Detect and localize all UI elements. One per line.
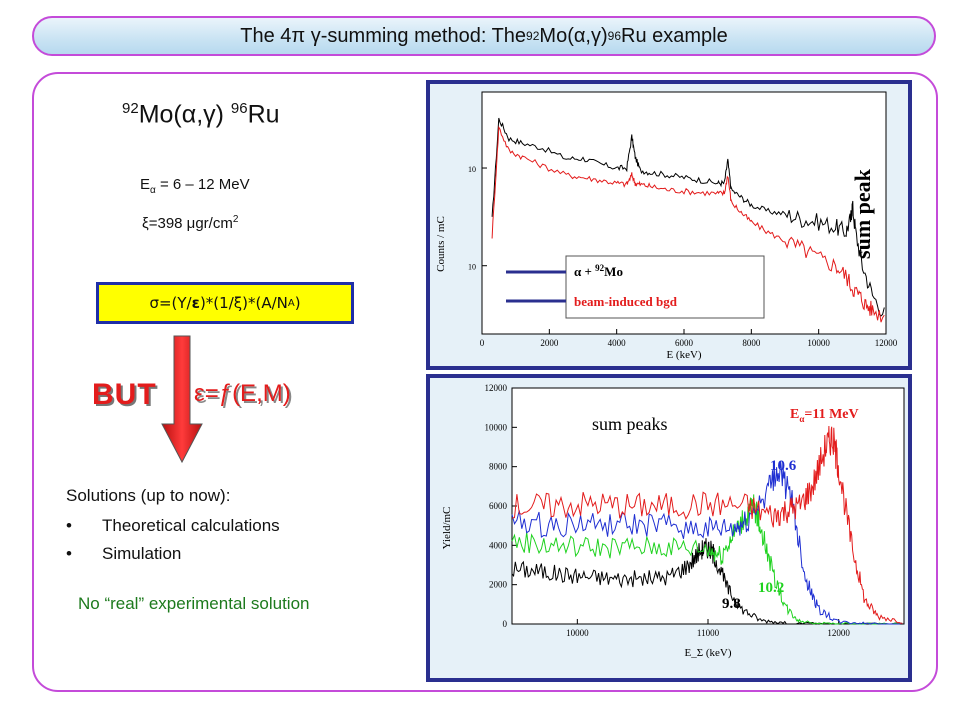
y-tick-label: 4000 <box>489 540 508 550</box>
title-sup2: 96 <box>607 29 621 43</box>
x-tick-label: 0 <box>480 338 485 348</box>
x-tick-label: 12000 <box>875 338 898 348</box>
formula-end: ) <box>294 294 301 312</box>
efficiency-function: ε=ƒ(E,M) <box>194 380 291 407</box>
x-tick-label: 2000 <box>540 338 559 348</box>
sum-peak-series-line <box>511 538 901 625</box>
target-thickness: ξ=398 μgr/cm2 <box>142 214 238 232</box>
reaction-end: Ru <box>247 100 280 129</box>
spectrum-chart: 10 10 0 2000 4000 6000 8000 10000 12000 Counts … <box>435 91 898 361</box>
y-axis-label: Counts / mC <box>435 216 447 272</box>
energy-sub: α <box>150 185 156 196</box>
x-tick-label: 8000 <box>742 338 761 348</box>
y-tick-label: 10 <box>468 263 476 272</box>
no-real-solution: No “real” experimental solution <box>78 594 310 613</box>
sum-peaks-chart: 0 2000 4000 6000 8000 10000 12000 10000 11000 12… <box>441 383 905 659</box>
formula-pre: σ=(Y/ <box>149 294 192 312</box>
energy-pre: E <box>140 176 151 193</box>
bullet: • <box>66 544 72 563</box>
sum-peak-series-line <box>511 425 903 624</box>
spectrum-series-line <box>491 117 885 317</box>
list-item: • Theoretical calculations <box>66 512 280 540</box>
x-tick-label: 10000 <box>566 628 589 638</box>
reaction-sup2: 96 <box>230 100 248 117</box>
sum-peaks-title: sum peaks <box>592 414 668 434</box>
title-end: Ru example <box>621 24 728 47</box>
y-tick-label: 0 <box>503 619 508 629</box>
legend-entry-2: beam-induced bgd <box>574 294 678 309</box>
x-tick-label: 10000 <box>807 338 830 348</box>
reaction-label: 92Mo(α,γ) 96Ru <box>122 100 280 129</box>
sum-peaks-panel: 0 2000 4000 6000 8000 10000 12000 10000 11000 12… <box>426 374 912 682</box>
thickness-sup: 2 <box>232 214 239 225</box>
spectrum-panel: 10 10 0 2000 4000 6000 8000 10000 12000 Counts … <box>426 80 912 370</box>
bullet: • <box>66 516 72 535</box>
x-tick-label: 11000 <box>697 628 720 638</box>
reaction-sup1: 92 <box>122 100 139 117</box>
solutions-list: • Theoretical calculations • Simulation <box>66 512 280 568</box>
sum-peak-annotation: sum peak <box>850 168 875 259</box>
y-tick-label: 2000 <box>489 580 508 590</box>
reaction-mid: Mo(α,γ) <box>138 100 231 129</box>
legend-entry-1: α + 92Mo <box>574 263 623 279</box>
x-tick-label: 12000 <box>827 628 850 638</box>
y-tick-label: 10000 <box>485 422 508 432</box>
title-main: The 4π γ-summing method: The <box>240 24 527 47</box>
cross-section-formula: σ=(Y/ε)*(1/ξ)*(A/N A) <box>96 282 354 324</box>
y-tick-label: 6000 <box>489 501 508 511</box>
title-sup1: 92 <box>526 29 540 43</box>
but-label: BUT <box>92 378 157 411</box>
formula-eps: ε <box>191 294 200 312</box>
label-10-6: 10.6 <box>770 458 797 474</box>
y-axis-label: Yield/mC <box>441 507 453 550</box>
down-arrow-icon <box>161 335 203 464</box>
solution-text: Theoretical calculations <box>102 516 280 535</box>
spectrum-series-line <box>491 125 885 323</box>
formula-mid: )*(1/ξ)*(A/N <box>199 294 288 312</box>
formula-sub: A <box>287 297 295 309</box>
sum-peak-series-line <box>511 494 902 625</box>
x-axis-label: E (keV) <box>666 349 701 361</box>
energy-range: Eα = 6 – 12 MeV <box>140 176 250 196</box>
x-tick-label: 4000 <box>608 338 627 348</box>
x-axis-label: E_Σ (keV) <box>684 647 731 659</box>
x-tick-label: 6000 <box>675 338 694 348</box>
label-10-2: 10.2 <box>758 580 784 596</box>
energy-label: Eα=11 MeV <box>790 407 859 424</box>
y-tick-label: 12000 <box>485 383 508 393</box>
label-9-8: 9.8 <box>722 596 741 612</box>
legend: α + 92Mo beam-induced bgd <box>506 255 765 319</box>
list-item: • Simulation <box>66 540 280 568</box>
energy-post: = 6 – 12 MeV <box>155 176 250 193</box>
slide-title: The 4π γ-summing method: The 92 Mo(α,γ) 96… <box>32 16 936 56</box>
solutions-heading: Solutions (up to now): <box>66 486 231 505</box>
thickness-pre: ξ=398 μgr/cm <box>142 215 233 232</box>
sum-peak-series-line <box>511 461 902 625</box>
solution-text: Simulation <box>102 544 182 563</box>
title-mid: Mo(α,γ) <box>539 24 608 47</box>
y-tick-label: 8000 <box>489 462 508 472</box>
y-tick-label: 10 <box>468 165 476 174</box>
